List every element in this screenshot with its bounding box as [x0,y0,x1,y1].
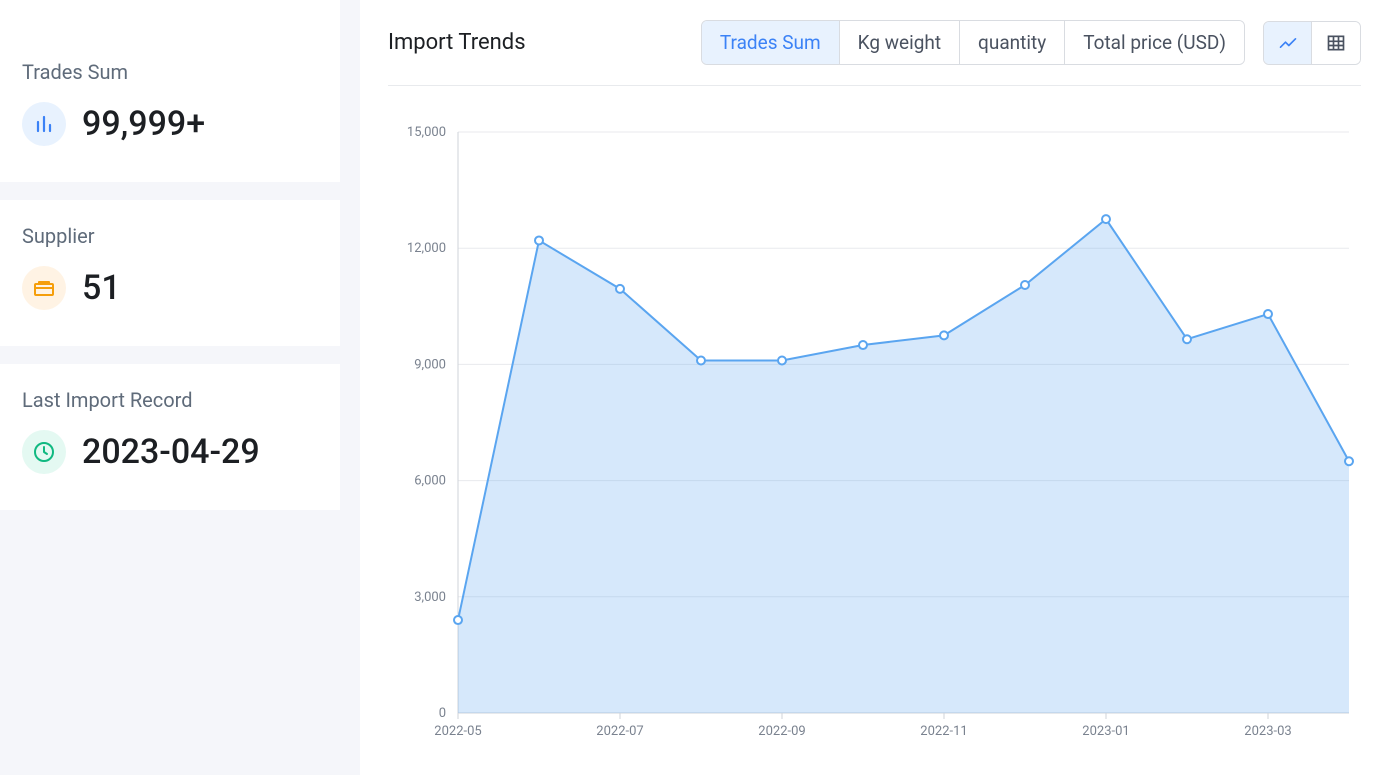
line-chart-view-button[interactable] [1264,22,1312,64]
svg-text:2022-11: 2022-11 [920,724,967,739]
svg-text:2022-07: 2022-07 [596,724,643,739]
view-toggle [1263,21,1361,65]
chart-title: Import Trends [388,30,526,55]
main-panel: Import Trends Trades SumKg weightquantit… [360,0,1389,775]
table-view-button[interactable] [1312,22,1360,64]
svg-text:2022-09: 2022-09 [758,724,805,739]
svg-text:12,000: 12,000 [407,241,446,256]
stat-value-last-import: 2023-04-29 [82,432,260,472]
trades-sum-line-chart: 0 3,000 6,000 9,000 12,000 15,000 2022-05 2022-… [388,126,1361,755]
table-icon [1326,33,1346,53]
clock-icon [22,430,66,474]
svg-text:2023-03: 2023-03 [1244,724,1291,739]
bar-chart-icon [22,102,66,146]
svg-text:9,000: 9,000 [414,357,446,372]
svg-text:3,000: 3,000 [414,590,446,605]
stat-label-last-import: Last Import Record [22,388,318,412]
svg-text:2022-05: 2022-05 [434,724,481,739]
stat-label-trades-sum: Trades Sum [22,60,318,84]
svg-text:2023-01: 2023-01 [1082,724,1129,739]
metric-tabs: Trades SumKg weightquantityTotal price (… [701,20,1245,65]
stat-card-trades-sum: Trades Sum 99,999+ [0,0,340,182]
metric-tab-trades-sum[interactable]: Trades Sum [702,21,840,64]
stat-value-trades-sum: 99,999+ [82,104,205,144]
stat-value-supplier: 51 [82,268,121,308]
chart-area: 0 3,000 6,000 9,000 12,000 15,000 2022-05 2022-… [388,126,1361,755]
line-chart-icon [1278,33,1298,53]
metric-tab-kg-weight[interactable]: Kg weight [840,21,960,64]
sidebar: Trades Sum 99,999+ Supplier 51 Last Impo… [0,0,340,775]
metric-tab-total-price-usd-[interactable]: Total price (USD) [1065,21,1244,64]
stat-card-supplier: Supplier 51 [0,200,340,346]
stat-label-supplier: Supplier [22,224,318,248]
supplier-icon [22,266,66,310]
main-header: Import Trends Trades SumKg weightquantit… [388,20,1361,86]
stat-card-last-import: Last Import Record 2023-04-29 [0,364,340,510]
svg-text:0: 0 [439,706,446,721]
svg-text:15,000: 15,000 [407,126,446,140]
svg-text:6,000: 6,000 [414,474,446,489]
metric-tab-quantity[interactable]: quantity [960,21,1065,64]
